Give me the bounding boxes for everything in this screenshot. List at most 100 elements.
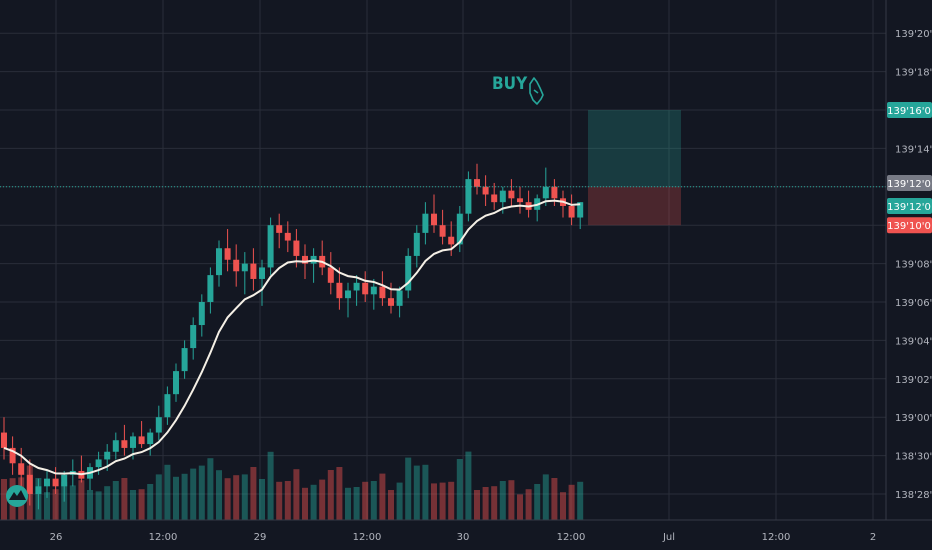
candle-body	[284, 232, 291, 241]
candle-body	[241, 263, 248, 272]
candle-body	[181, 348, 188, 372]
candle-body	[568, 206, 575, 218]
price-badge-label: 139'16'0	[887, 106, 931, 117]
candle-body	[61, 474, 68, 487]
volume-bar	[353, 487, 360, 520]
candle-body	[250, 263, 257, 279]
volume-bar	[396, 482, 403, 520]
volume-bar	[568, 484, 575, 520]
volume-bar	[276, 481, 283, 520]
price-badge-label: 139'12'0	[887, 202, 931, 213]
candle-body	[551, 186, 558, 199]
candle-body	[474, 179, 480, 187]
candle-body	[216, 248, 222, 276]
candle-body	[302, 255, 308, 264]
volume-bar	[216, 470, 222, 520]
volume-bar	[345, 487, 351, 520]
candle-body	[362, 282, 369, 295]
volume-bar	[422, 464, 429, 520]
candle-body	[138, 436, 145, 445]
candle-body	[52, 478, 59, 487]
volume-bar	[130, 490, 136, 520]
volume-bar	[413, 465, 420, 520]
time-tick-label: 30	[457, 532, 470, 543]
price-tick-label: 139'18'0	[895, 68, 932, 79]
loss-zone[interactable]	[588, 186, 681, 226]
buy-annotation[interactable]: BUY	[492, 74, 544, 105]
volume-bar	[517, 494, 523, 520]
volume-bar	[1, 479, 7, 520]
volume-bar	[104, 486, 111, 520]
candle-body	[198, 302, 205, 326]
candle-body	[482, 186, 489, 195]
price-tick-label: 138'28'0	[895, 490, 932, 501]
candle-body	[439, 225, 446, 237]
volume-bar	[499, 481, 506, 520]
time-tick-label: 12:00	[557, 532, 586, 543]
volume-bar	[69, 485, 76, 520]
candle-body	[413, 232, 420, 256]
buy-label: BUY	[492, 74, 528, 94]
candle-body	[456, 213, 463, 245]
price-badge-label: 139'12'0	[887, 179, 931, 190]
volume-bar	[482, 487, 489, 520]
volume-bar	[224, 478, 231, 520]
price-tick-label: 139'14'0	[895, 144, 932, 155]
volume-bar	[44, 492, 50, 520]
candle-body	[35, 486, 42, 494]
volume-bar	[491, 486, 498, 520]
volume-bar	[560, 492, 566, 520]
volume-bar	[267, 451, 274, 520]
vwap-line	[3, 199, 581, 476]
candle-body	[44, 478, 50, 487]
candle-body	[353, 282, 360, 291]
candle-body	[164, 394, 171, 418]
candle-body	[508, 190, 515, 199]
time-tick-label: 12:00	[762, 532, 791, 543]
candle-body	[491, 194, 498, 203]
candle-body	[379, 286, 386, 299]
time-axis[interactable]: 26 12:00 29 12:00 30 12:00 Jul 12:00 2	[50, 532, 877, 543]
price-tick-label: 138'30'0	[895, 452, 932, 463]
volume-bar	[241, 474, 248, 520]
volume-bar	[284, 481, 291, 520]
profit-zone[interactable]	[588, 110, 681, 187]
volume-bar	[327, 470, 334, 520]
candle-body	[190, 325, 197, 349]
candle-body	[370, 286, 377, 295]
candle-body	[267, 225, 274, 268]
price-tick-label: 139'08'0	[895, 260, 932, 271]
candle-body	[9, 447, 16, 464]
volume-bar	[448, 481, 455, 520]
candle-body	[542, 186, 549, 199]
price-badge	[887, 174, 932, 191]
volume-bar	[577, 481, 584, 520]
volume-bar	[431, 483, 437, 520]
volume-bar	[87, 490, 93, 520]
volume-bar	[250, 467, 257, 520]
candle-body	[207, 275, 214, 302]
volume-bar	[181, 473, 188, 520]
volume-bar	[439, 482, 446, 520]
price-tick-label: 139'06'0	[895, 298, 932, 309]
volume-bar	[508, 480, 515, 520]
candle-body	[121, 440, 128, 448]
tradingview-logo-icon	[6, 485, 28, 507]
time-tick-label: 12:00	[353, 532, 382, 543]
candle-body	[422, 213, 429, 233]
volume-bar	[147, 484, 154, 520]
candle-body	[448, 236, 455, 245]
long-position-tool[interactable]	[588, 110, 681, 226]
volume-bar	[198, 465, 205, 520]
candle-body	[345, 290, 351, 299]
volume-bar	[78, 480, 85, 520]
candle-body	[276, 225, 283, 233]
volume-bar	[121, 478, 128, 520]
candle-body	[233, 259, 240, 272]
volume-bar	[319, 479, 326, 520]
candle-body	[327, 267, 334, 283]
candle-body	[577, 202, 584, 218]
volume-bar	[465, 451, 472, 520]
